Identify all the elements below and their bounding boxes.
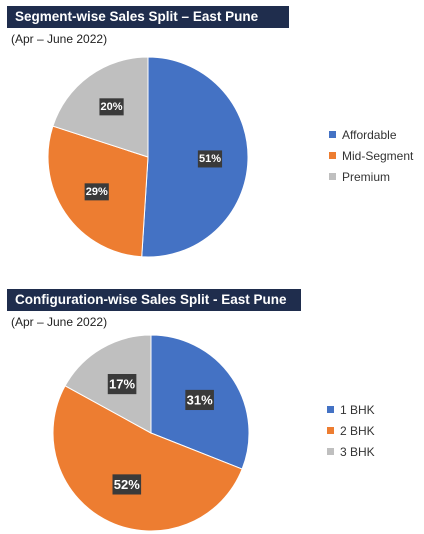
slice-label-premium: 20% — [99, 98, 124, 116]
slice-label-mid-segment: 29% — [84, 183, 109, 201]
slice-label-box — [197, 150, 223, 168]
slice-label-box — [112, 474, 142, 495]
legend-item-1-bhk: 1 BHK — [327, 399, 375, 420]
legend-label: Mid-Segment — [342, 148, 414, 163]
pie-slice-2-bhk — [52, 385, 243, 532]
chart1-title: Segment-wise Sales Split – East Pune — [7, 6, 289, 28]
legend-item-affordable: Affordable — [329, 124, 413, 145]
legend-swatch — [329, 131, 336, 138]
legend-item-3-bhk: 3 BHK — [327, 441, 375, 462]
slice-label-box — [107, 374, 137, 395]
legend-label: 2 BHK — [340, 423, 375, 438]
slice-label-text: 20% — [101, 101, 123, 113]
pie-slice-affordable — [141, 56, 249, 258]
chart2-subtitle: (Apr – June 2022) — [11, 315, 108, 329]
slice-label-text: 51% — [199, 153, 221, 165]
legend-label: Affordable — [342, 127, 397, 142]
slice-label-2-bhk: 52% — [112, 474, 142, 495]
slice-label-affordable: 51% — [197, 150, 223, 168]
chart1-subtitle: (Apr – June 2022) — [11, 32, 108, 46]
legend-label: 1 BHK — [340, 402, 375, 417]
chart1-legend: Affordable Mid-Segment Premium — [329, 124, 413, 187]
slice-label-text: 31% — [187, 392, 213, 407]
legend-swatch — [327, 448, 334, 455]
legend-label: 3 BHK — [340, 444, 375, 459]
legend-item-premium: Premium — [329, 166, 413, 187]
slice-label-box — [99, 98, 124, 116]
slice-label-1-bhk: 31% — [185, 389, 214, 411]
slice-label-box — [84, 183, 109, 201]
slice-label-text: 29% — [86, 186, 108, 198]
slice-label-3-bhk: 17% — [107, 374, 137, 395]
slice-label-text: 17% — [109, 377, 135, 392]
legend-label: Premium — [342, 169, 391, 184]
chart2-title: Configuration-wise Sales Split - East Pu… — [7, 289, 301, 311]
chart2-legend: 1 BHK 2 BHK 3 BHK — [327, 399, 375, 462]
legend-swatch — [329, 152, 336, 159]
legend-swatch — [327, 406, 334, 413]
legend-item-2-bhk: 2 BHK — [327, 420, 375, 441]
slice-label-box — [185, 389, 214, 411]
legend-swatch — [327, 427, 334, 434]
slice-label-text: 52% — [114, 477, 140, 492]
legend-item-mid-segment: Mid-Segment — [329, 145, 413, 166]
legend-swatch — [329, 173, 336, 180]
